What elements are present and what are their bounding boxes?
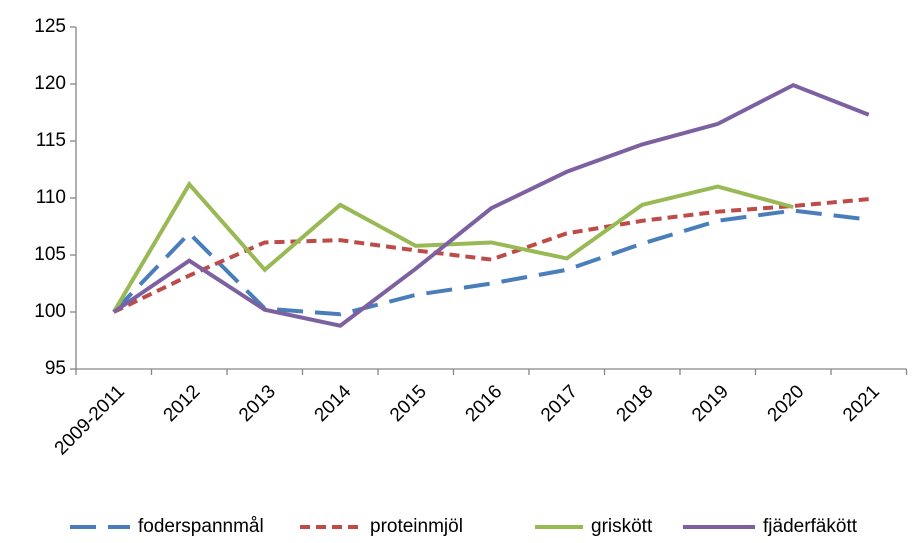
- x-tick-label: 2017: [537, 381, 582, 426]
- x-tick-label: 2018: [613, 381, 658, 426]
- y-tick-label: 105: [34, 244, 66, 265]
- x-tick-label: 2021: [839, 381, 884, 426]
- y-tick-label: 95: [45, 358, 66, 379]
- y-tick-label: 120: [34, 73, 66, 94]
- x-tick-label: 2012: [160, 381, 205, 426]
- legend-label: foderspannmål: [138, 516, 264, 537]
- series-line: [112, 208, 869, 317]
- series-line: [112, 82, 870, 328]
- series-line: [112, 180, 794, 314]
- y-tick-label: 115: [36, 130, 66, 151]
- x-tick-label: 2016: [462, 381, 507, 426]
- x-tick-label: 2009-2011: [51, 381, 129, 459]
- x-tick-label: 2019: [688, 381, 733, 426]
- y-tick-label: 100: [34, 301, 66, 322]
- x-tick-label: 2013: [235, 381, 280, 426]
- legend-label: proteinmjöl: [370, 516, 463, 537]
- x-tick-label: 2015: [386, 381, 431, 426]
- legend-label: fjäderfäkött: [763, 516, 858, 537]
- y-tick-label: 110: [36, 187, 66, 208]
- series-line: [112, 197, 869, 314]
- x-tick-label: 2014: [311, 381, 356, 426]
- x-tick-label: 2020: [764, 381, 809, 426]
- y-tick-label: 125: [34, 16, 66, 37]
- legend-label: griskött: [591, 516, 653, 537]
